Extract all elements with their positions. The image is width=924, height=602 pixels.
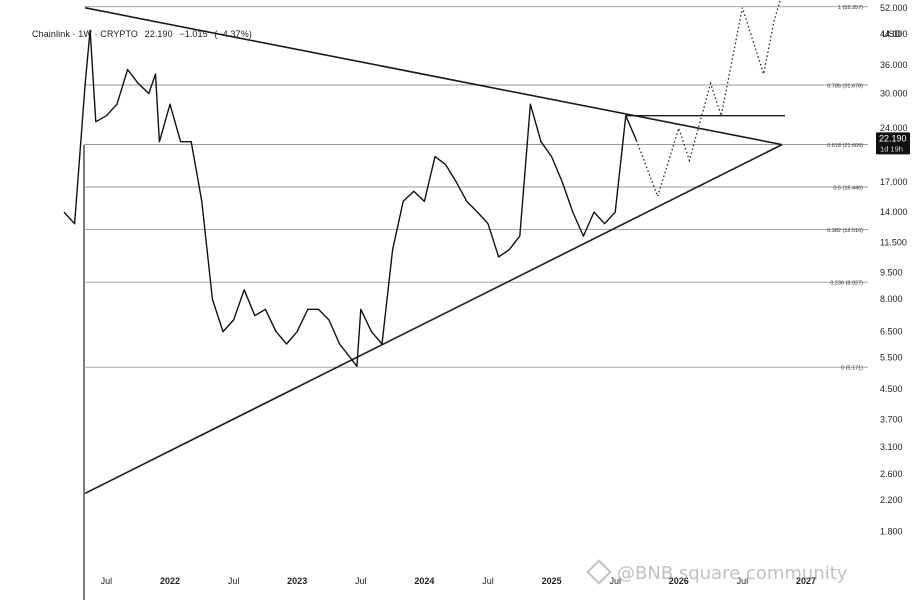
time-tick-label: Jul xyxy=(482,576,494,586)
price-tick-label: 3.700 xyxy=(880,414,903,424)
time-tick-label: Jul xyxy=(228,576,240,586)
fib-label: 0.5 (16.446) xyxy=(833,186,863,192)
fib-label: 1 (52.357) xyxy=(838,5,863,11)
triangle-trendlines xyxy=(84,7,785,495)
price-tick-label: 44.000 xyxy=(880,29,908,39)
watermark-text: @BNB square community xyxy=(617,563,848,584)
lower-trendline xyxy=(84,143,783,495)
price-tick-label: 24.000 xyxy=(880,123,908,133)
time-tick-label: Jul xyxy=(355,576,367,586)
time-tick-label: 2026 xyxy=(669,576,689,586)
time-tick-label: 2027 xyxy=(796,576,816,586)
price-value: 22.190 xyxy=(144,29,173,39)
price-axis[interactable]: 110.00090.00074.00062.00052.00044.00036.… xyxy=(880,0,912,537)
price-tick-label: 6.500 xyxy=(880,327,903,337)
symbol-label: Chainlink · 1W · CRYPTO xyxy=(32,29,138,39)
price-tick-label: 4.500 xyxy=(880,384,903,394)
watermark: @BNB square community xyxy=(586,559,848,585)
bar-countdown: 1d 19h xyxy=(880,144,903,153)
price-tick-label: 36.000 xyxy=(880,60,908,70)
time-tick-label: 2023 xyxy=(287,576,307,586)
price-tick-label: 2.600 xyxy=(880,469,903,479)
fib-label: 0.236 (8.927) xyxy=(830,281,863,287)
fib-label: 0.618 (21.609) xyxy=(827,143,863,149)
time-tick-label: 2024 xyxy=(414,576,434,586)
bnb-diamond-icon xyxy=(586,559,612,585)
price-tick-label: 1.800 xyxy=(880,527,903,537)
price-tick-label: 17.000 xyxy=(880,177,908,187)
price-tick-label: 14.000 xyxy=(880,207,908,217)
price-tick-label: 30.000 xyxy=(880,89,908,99)
projection-path xyxy=(635,0,782,199)
fib-label: 0 (5.171) xyxy=(841,366,863,372)
price-series xyxy=(63,29,638,367)
chart-header: Chainlink · 1W · CRYPTO 22.190 −1.015 (−… xyxy=(32,29,256,39)
last-price-box xyxy=(876,132,910,155)
fib-level-lines xyxy=(83,6,868,600)
time-axis[interactable]: Jul 2022 Jul 2023 Jul 2024 Jul 2025 Jul 2026 Jul 20… xyxy=(101,576,816,586)
price-tick-label: 3.100 xyxy=(880,442,903,452)
time-tick-label: Jul xyxy=(609,576,621,586)
last-price-value: 22.190 xyxy=(879,133,907,143)
fib-label: 0.786 (31.678) xyxy=(827,84,863,90)
change-value: −1.015 xyxy=(179,29,208,39)
projection-dotted-line xyxy=(635,0,782,199)
change-percent: (−4.37%) xyxy=(214,29,252,39)
price-tick-label: 5.500 xyxy=(880,353,903,363)
price-line xyxy=(63,29,638,367)
price-tick-label: 52.000 xyxy=(880,3,908,13)
time-tick-label: 2022 xyxy=(160,576,180,586)
fib-level-labels: 1.272 (98.157)1 (52.357)0.786 (31.678)0.… xyxy=(827,5,863,372)
upper-trendline xyxy=(85,7,783,146)
price-tick-label: 2.200 xyxy=(880,495,903,505)
time-tick-label: Jul xyxy=(737,576,749,586)
fib-label: 0.382 (12.516) xyxy=(827,228,863,234)
price-tick-label: 11.500 xyxy=(880,238,907,248)
currency-label: USD xyxy=(882,29,902,39)
price-tick-label: 8.000 xyxy=(880,294,903,304)
time-tick-label: 2025 xyxy=(542,576,562,586)
time-tick-label: Jul xyxy=(101,576,113,586)
price-tick-label: 9.500 xyxy=(880,268,903,278)
